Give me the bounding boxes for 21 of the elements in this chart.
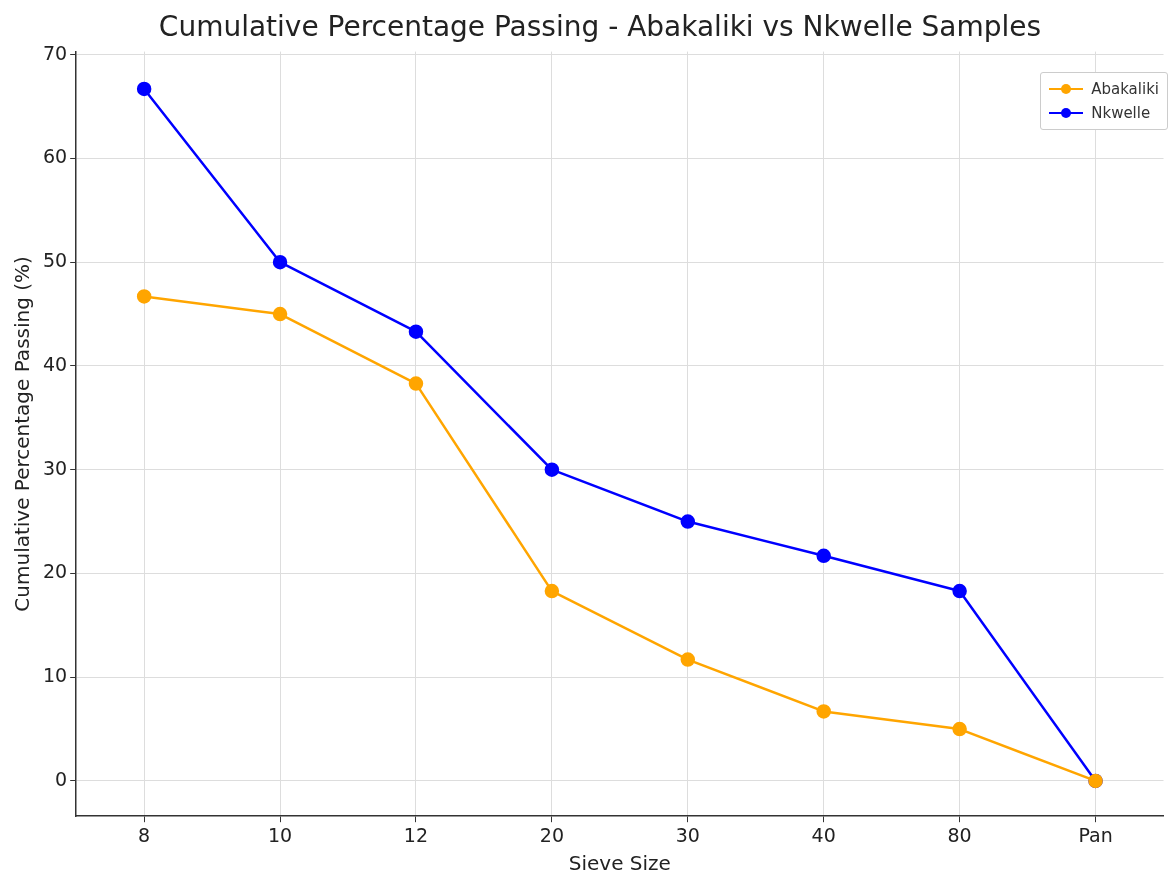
chart-title: Cumulative Percentage Passing - Abakaliki vs Nkwelle Samples	[158, 10, 1042, 44]
x-tick-label: 12	[403, 823, 429, 846]
y-tick-label: 30	[42, 456, 68, 479]
x-tick-label: 20	[539, 823, 564, 846]
y-tick-label: 50	[42, 249, 68, 272]
y-tick-label: 60	[42, 145, 68, 168]
x-tick-label: 80	[947, 823, 972, 846]
y-tick-label: 40	[42, 352, 68, 375]
legend-label: Nkwelle	[1091, 104, 1151, 122]
y-axis-title: Cumulative Percentage Passing (%)	[10, 256, 35, 612]
y-tick-label: 70	[42, 41, 68, 64]
x-tick-label: Pan	[1078, 823, 1113, 846]
y-tick-label: 10	[42, 664, 68, 687]
x-axis-title: Sieve Size	[568, 851, 671, 876]
y-tick-label: 0	[55, 767, 68, 790]
x-tick-label: 8	[138, 823, 151, 846]
y-tick-label: 20	[42, 560, 68, 583]
x-tick-label: 40	[811, 823, 836, 846]
x-tick-label: 30	[675, 823, 700, 846]
legend-label: Abakaliki	[1091, 80, 1159, 98]
x-tick-label: 10	[267, 823, 293, 846]
